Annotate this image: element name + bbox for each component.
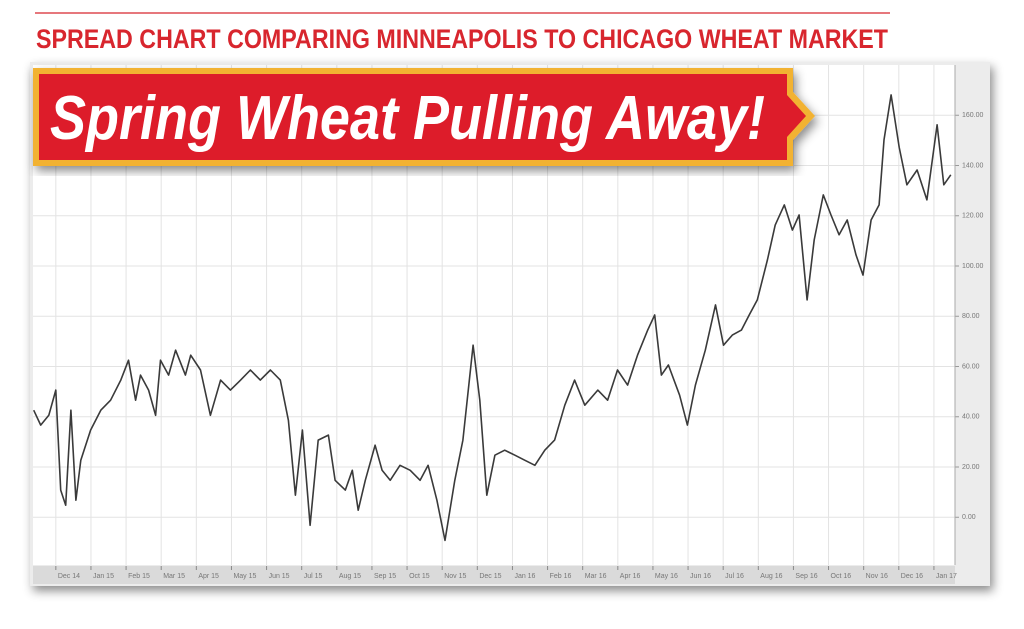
chart-title: Spring Wheat Pulling Away! <box>50 84 765 153</box>
x-tick-label: Jan 15 <box>93 573 114 580</box>
y-tick-label: 20.00 <box>962 464 980 471</box>
y-tick-label: 40.00 <box>962 414 980 421</box>
x-tick-label: Sep 15 <box>374 573 396 580</box>
x-tick-label: Mar 15 <box>163 573 185 580</box>
x-tick-label: Jan 16 <box>514 573 535 580</box>
x-tick-label: Nov 16 <box>866 573 888 580</box>
x-tick-label: Aug 15 <box>339 573 361 580</box>
x-tick-label: Jun 15 <box>269 573 290 580</box>
x-tick-label: Jul 16 <box>725 573 744 580</box>
x-tick-label: Apr 15 <box>198 573 219 580</box>
banner <box>33 68 815 166</box>
y-tick-label: 80.00 <box>962 313 980 320</box>
x-axis-strip <box>33 566 955 584</box>
x-tick-label: Oct 15 <box>409 573 430 580</box>
x-tick-label: Jul 15 <box>304 573 323 580</box>
data-line <box>32 94 952 542</box>
y-tick-label: 60.00 <box>962 363 980 370</box>
marks <box>32 94 952 542</box>
x-tick-label: Feb 15 <box>128 573 150 580</box>
x-tick-label: Feb 16 <box>550 573 572 580</box>
x-tick-label: Dec 15 <box>479 573 501 580</box>
banner-fill <box>39 74 806 160</box>
x-tick-label: Oct 16 <box>831 573 852 580</box>
x-tick-label: Sep 16 <box>795 573 817 580</box>
y-tick-label: 0.00 <box>962 514 976 521</box>
x-tick-label: Jun 16 <box>690 573 711 580</box>
y-tick-label: 160.00 <box>962 112 984 119</box>
x-tick-label: Mar 16 <box>585 573 607 580</box>
y-tick-label: 120.00 <box>962 213 984 220</box>
labels: 0.00 20.00 40.00 60.00 80.00 100.00 120.00 140.… <box>55 65 984 580</box>
x-tick-label: Dec 14 <box>58 573 80 580</box>
subtitle: SPREAD CHART COMPARING MINNEAPOLIS TO CH… <box>36 24 888 54</box>
x-tick-label: Nov 15 <box>444 573 466 580</box>
x-tick-label: Apr 16 <box>620 573 641 580</box>
x-tick-label: Aug 16 <box>760 573 782 580</box>
y-tick-label: 140.00 <box>962 162 984 169</box>
x-tick-label: May 15 <box>233 573 256 580</box>
x-tick-label: Dec 16 <box>901 573 923 580</box>
x-tick-label: May 16 <box>655 573 678 580</box>
x-tick-label: Jan 17 <box>936 573 957 580</box>
y-tick-label: 100.00 <box>962 263 984 270</box>
